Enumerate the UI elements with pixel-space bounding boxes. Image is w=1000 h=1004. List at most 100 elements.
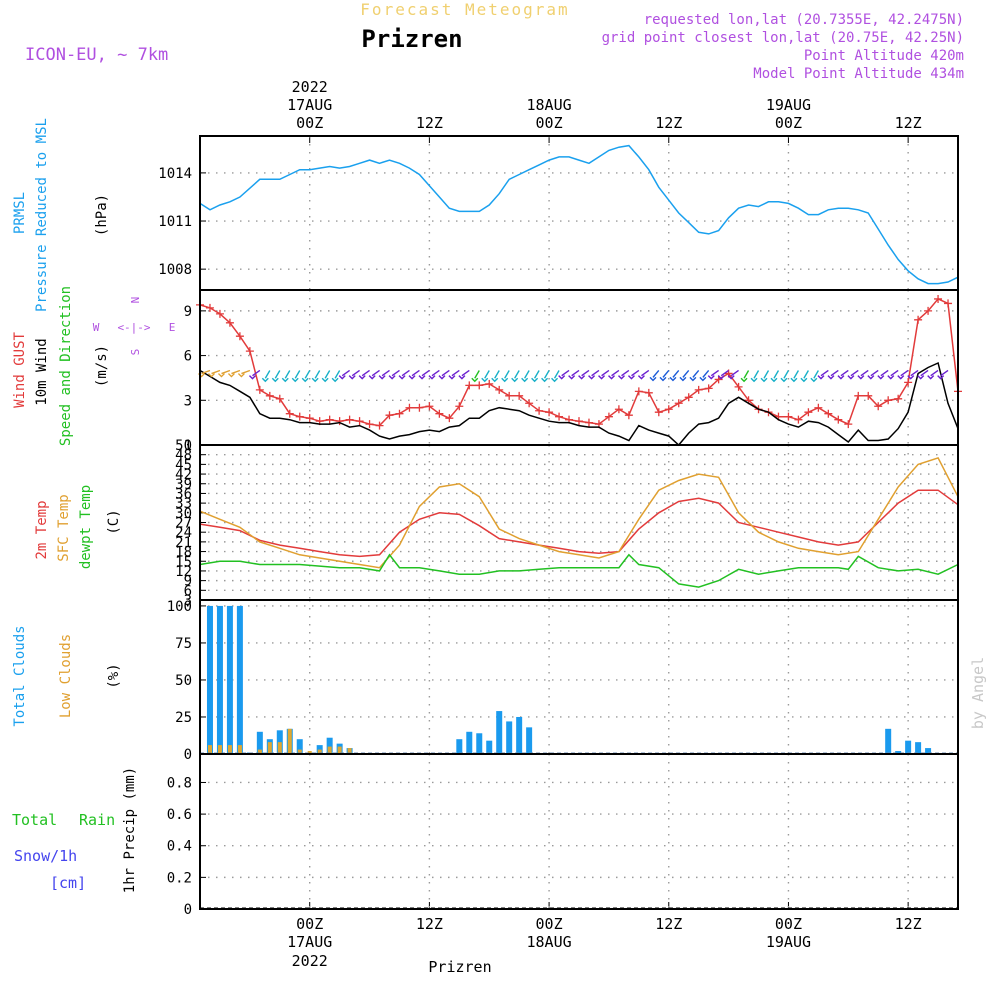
wind-direction-arrow: [262, 370, 270, 381]
wind-direction-arrow: [449, 370, 459, 378]
wind-arrow-shaft: [582, 370, 589, 375]
bar-low-clouds: [268, 742, 272, 753]
bar-total-clouds: [925, 748, 931, 753]
wind-arrow-head: [349, 376, 355, 379]
top-date-label: 19AUG: [766, 96, 811, 114]
bar-total-clouds: [516, 717, 522, 753]
bar-total-clouds: [496, 711, 502, 753]
gust-point: [625, 411, 633, 419]
wind-direction-arrow: [638, 370, 648, 378]
wind-arrow-shaft: [794, 370, 799, 378]
wind-direction-arrow: [761, 370, 769, 381]
wind-arrow-shaft: [941, 370, 948, 375]
bar-total-clouds: [915, 742, 921, 753]
wind-arrow-shaft: [221, 370, 229, 373]
wind-arrow-shaft: [412, 370, 419, 375]
wind-arrow-head: [389, 376, 395, 379]
wind-direction-arrow: [502, 370, 510, 381]
label-prmsl: PRMSL: [12, 192, 28, 234]
gust-point: [635, 387, 643, 395]
ytick-label: 0: [184, 902, 192, 918]
wind-arrow-shaft: [275, 370, 280, 378]
wind-arrow-head: [302, 378, 308, 381]
bar-total-clouds: [526, 727, 532, 753]
wind-arrow-shaft: [422, 370, 429, 375]
wind-arrow-head: [228, 374, 234, 377]
bar-low-clouds: [238, 745, 242, 753]
bottom-date-label: 18AUG: [527, 933, 572, 951]
bar-total-clouds: [237, 606, 243, 753]
header-model-altitude: Model Point Altitude 434m: [753, 66, 964, 82]
wind-direction-arrow: [228, 370, 239, 376]
wind-arrow-shaft: [871, 370, 878, 375]
wind-direction-arrow: [650, 370, 659, 380]
wind-arrow-head: [650, 377, 656, 380]
wind-arrow-shaft: [901, 370, 908, 375]
top-time-tick-label: 00Z: [536, 114, 563, 132]
wind-arrow-head: [532, 378, 538, 381]
label-low-clouds: Low Clouds: [58, 634, 74, 718]
bar-total-clouds: [456, 739, 462, 753]
wind-arrow-shaft: [931, 370, 938, 375]
label-celsius: (C): [106, 509, 122, 534]
top-date-label: 18AUG: [527, 96, 572, 114]
wind-arrow-head: [542, 378, 548, 381]
footer-station: Prizren: [428, 958, 491, 976]
wind-arrow-shaft: [841, 370, 848, 375]
gust-point: [505, 392, 513, 400]
wind-direction-arrow: [741, 370, 749, 381]
wind-arrow-shaft: [305, 370, 310, 378]
wind-arrow-head: [680, 377, 686, 380]
ytick-label: 1014: [158, 166, 192, 182]
bar-low-clouds: [258, 750, 262, 753]
wind-direction-arrow: [818, 370, 828, 378]
wind-arrow-head: [379, 376, 385, 379]
wind-arrow-shaft: [485, 370, 490, 378]
wind-arrow-shaft: [211, 370, 219, 373]
wind-arrow-shaft: [545, 370, 550, 378]
wind-arrow-shaft: [631, 370, 638, 375]
wind-direction-arrow: [208, 370, 219, 376]
wind-arrow-shaft: [452, 370, 459, 375]
wind-direction-arrow: [878, 370, 888, 378]
series-2m-temp: [200, 490, 958, 556]
bottom-time-tick-label: 00Z: [296, 915, 323, 933]
wind-arrow-shaft: [693, 370, 699, 377]
compass-e: E: [169, 321, 176, 334]
wind-arrow-shaft: [315, 370, 320, 378]
wind-arrow-shaft: [241, 370, 249, 373]
ytick-label: 75: [175, 636, 192, 652]
wind-direction-arrow: [918, 370, 928, 378]
bar-total-clouds: [486, 741, 492, 753]
bar-total-clouds: [885, 729, 891, 753]
wind-direction-arrow: [542, 370, 550, 381]
wind-arrow-head: [579, 376, 585, 379]
wind-direction-arrow: [628, 370, 638, 378]
wind-direction-arrow: [589, 370, 599, 378]
wind-arrow-shaft: [265, 370, 270, 378]
ytick-label: 0: [184, 747, 192, 763]
wind-direction-arrow: [898, 370, 908, 378]
wind-arrow-head: [312, 378, 318, 381]
wind-direction-arrow: [369, 370, 379, 378]
wind-arrow-head: [690, 377, 696, 380]
wind-arrow-shaft: [641, 370, 648, 375]
wind-direction-arrow: [472, 370, 480, 381]
wind-direction-arrow: [409, 370, 419, 378]
gust-point: [405, 404, 413, 412]
wind-direction-arrow: [302, 370, 310, 381]
header-station-title: Prizren: [361, 25, 462, 53]
label-speed-direction: Speed and Direction: [58, 286, 74, 446]
wind-direction-arrow: [660, 370, 669, 380]
wind-arrow-head: [339, 376, 345, 379]
wind-direction-arrow: [708, 370, 718, 378]
wind-arrow-shaft: [525, 370, 530, 378]
ytick-label: 25: [175, 710, 192, 726]
wind-arrow-shaft: [555, 370, 560, 378]
wind-arrow-head: [459, 376, 465, 379]
wind-direction-arrow: [429, 370, 439, 378]
bar-low-clouds: [338, 747, 342, 753]
gust-point: [395, 410, 403, 418]
wind-arrow-shaft: [535, 370, 540, 378]
